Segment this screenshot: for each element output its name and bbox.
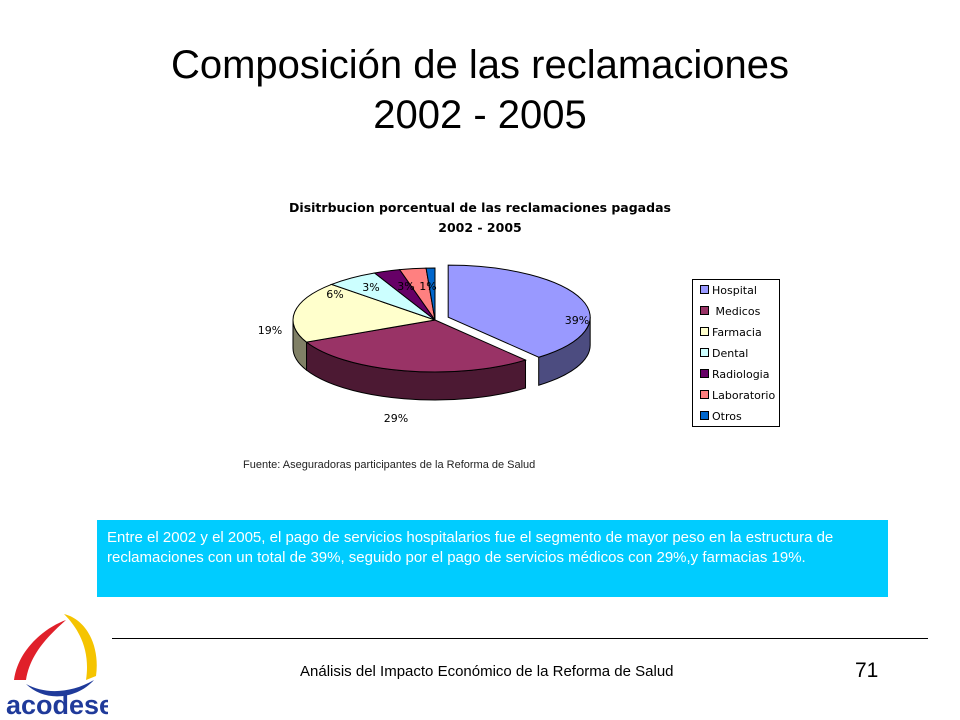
pie-label-farmacia: 19% xyxy=(258,324,282,337)
pie-slice-otros xyxy=(425,267,436,321)
logo-text: acodese xyxy=(6,690,108,718)
pie-slice-farmacia xyxy=(292,283,436,343)
legend-item-dental: Dental xyxy=(700,346,779,367)
legend-label-hospital: Hospital xyxy=(712,284,757,297)
pie-chart: 39% 29% 19% 6% 3% 3% 1% xyxy=(258,264,591,425)
summary-box: Entre el 2002 y el 2005, el pago de serv… xyxy=(97,520,888,597)
pie-label-medicos: 29% xyxy=(384,412,408,425)
slide-title-line2: 2002 - 2005 xyxy=(373,93,587,137)
chart-source: Fuente: Aseguradoras participantes de la… xyxy=(243,459,536,471)
legend-item-hospital: Hospital xyxy=(700,283,779,304)
logo-swoosh-yellow xyxy=(64,614,97,680)
legend-label-radiologia: Radiologia xyxy=(712,368,770,381)
legend-swatch-hospital xyxy=(700,285,709,294)
slide-title: Composición de las reclamaciones 2002 - … xyxy=(80,40,880,140)
legend-label-laboratorio: Laboratorio xyxy=(712,389,776,402)
legend-item-otros: Otros xyxy=(700,409,779,430)
pie-slice-hospital xyxy=(447,264,591,358)
chart-title-line2: 2002 - 2005 xyxy=(438,220,522,235)
legend-item-radiologia: Radiologia xyxy=(700,367,779,388)
legend-swatch-medicos xyxy=(700,306,709,315)
logo-swoosh-red xyxy=(14,620,66,680)
legend-label-dental: Dental xyxy=(712,347,749,360)
chart-title: Disitrbucion porcentual de las reclamaci… xyxy=(230,198,730,238)
pie-label-laboratorio: 3% xyxy=(397,280,414,293)
slide-title-line1: Composición de las reclamaciones xyxy=(170,43,790,87)
legend-label-otros: Otros xyxy=(712,410,742,423)
legend-item-farmacia: Farmacia xyxy=(700,325,779,346)
legend-swatch-farmacia xyxy=(700,327,709,336)
legend-swatch-dental xyxy=(700,348,709,357)
legend-swatch-radiologia xyxy=(700,369,709,378)
footer-divider xyxy=(112,638,928,639)
page-number: 71 xyxy=(855,659,879,682)
chart-legend: Hospital Medicos Farmacia Dental Radiolo… xyxy=(692,279,780,427)
footer-text: Análisis del Impacto Económico de la Ref… xyxy=(300,663,674,680)
legend-item-medicos: Medicos xyxy=(700,304,779,325)
pie-label-dental: 6% xyxy=(326,288,343,301)
pie-label-otros: 1% xyxy=(419,280,436,293)
pie-label-radiologia: 3% xyxy=(362,281,379,294)
legend-swatch-laboratorio xyxy=(700,390,709,399)
logo-swoosh-blue xyxy=(26,680,94,697)
chart-title-line1: Disitrbucion porcentual de las reclamaci… xyxy=(289,200,671,215)
acodese-logo: acodese xyxy=(6,614,108,718)
legend-label-medicos: Medicos xyxy=(712,305,761,318)
legend-swatch-otros xyxy=(700,411,709,420)
pie-label-hospital: 39% xyxy=(565,314,589,327)
legend-label-farmacia: Farmacia xyxy=(712,326,762,339)
legend-item-laboratorio: Laboratorio xyxy=(700,388,779,409)
